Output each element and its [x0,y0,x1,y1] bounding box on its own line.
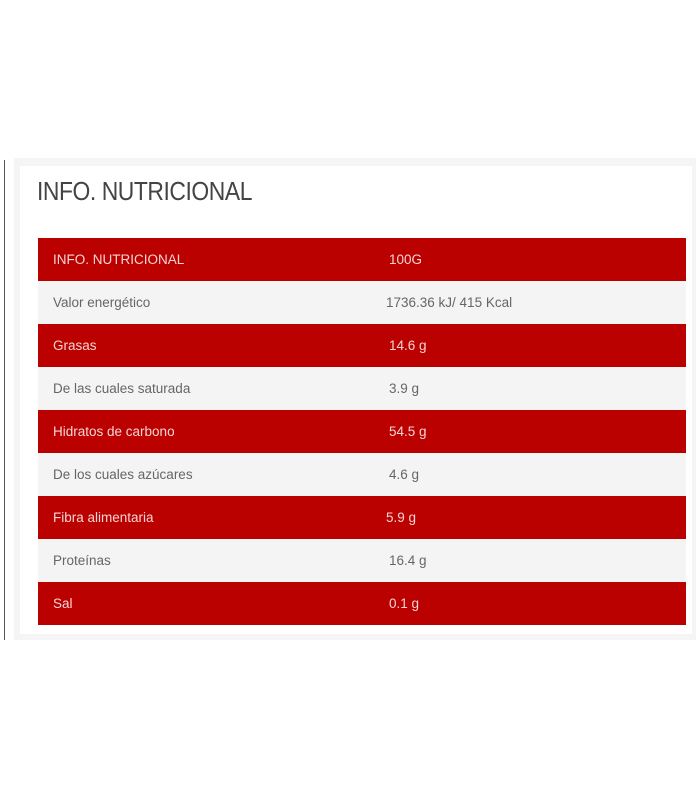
nutrient-value: 14.6 g [389,338,427,353]
nutrient-label: Grasas [53,338,97,353]
nutrient-value: 0.1 g [389,596,420,611]
nutrient-label: INFO. NUTRICIONAL [53,252,185,267]
nutrient-value: 5.9 g [386,510,417,525]
table-row: Proteínas 16.4 g [38,539,686,582]
nutrition-table: INFO. NUTRICIONAL 100G Valor energético 173… [38,238,686,625]
table-row: Sal 0.1 g [38,582,686,625]
table-header-row: INFO. NUTRICIONAL 100G [38,238,686,281]
table-row: Hidratos de carbono 54.5 g [38,410,686,453]
table-row: De los cuales azúcares 4.6 g [38,453,686,496]
nutrient-value: 3.9 g [389,381,420,396]
nutrient-label: Proteínas [53,553,111,568]
nutrient-value: 4.6 g [389,467,420,482]
nutrient-label: De las cuales saturada [53,381,191,396]
nutrient-label: De los cuales azúcares [53,467,193,482]
nutrient-value: 16.4 g [389,553,427,568]
page-title: INFO. NUTRICIONAL [37,176,252,206]
nutrient-label: Sal [53,596,73,611]
table-row: Grasas 14.6 g [38,324,686,367]
nutrient-label: Hidratos de carbono [53,424,175,439]
nutrient-value: 1736.36 kJ/ 415 Kcal [386,295,513,310]
nutrient-value: 100G [389,252,423,267]
nutrient-label: Fibra alimentaria [53,510,154,525]
table-row: Fibra alimentaria 5.9 g [38,496,686,539]
nutrient-value: 54.5 g [389,424,427,439]
table-row: De las cuales saturada 3.9 g [38,367,686,410]
table-row: Valor energético 1736.36 kJ/ 415 Kcal [38,281,686,324]
left-border-line [4,160,5,640]
nutrient-label: Valor energético [53,295,151,310]
